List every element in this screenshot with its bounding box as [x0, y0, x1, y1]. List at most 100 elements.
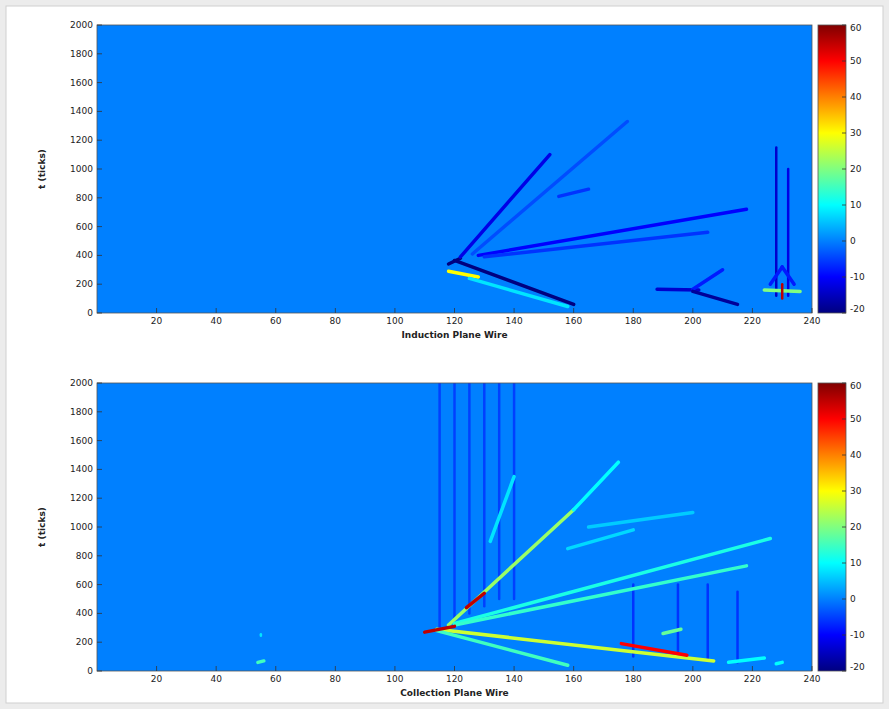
- colorbar-tick-label: 10: [850, 200, 862, 210]
- y-tick: [97, 584, 102, 585]
- track: [782, 267, 794, 284]
- colorbar-tick: [842, 313, 846, 314]
- track: [260, 634, 263, 635]
- track: [559, 189, 589, 196]
- x-tick: [692, 666, 693, 671]
- x-tick-label: 200: [684, 674, 701, 684]
- track: [425, 626, 455, 632]
- y-tick-label: 600: [76, 222, 93, 232]
- colorbar-tick-label: -10: [850, 630, 865, 640]
- x-tick-label: 220: [744, 316, 761, 326]
- colorbar-tick: [842, 383, 846, 384]
- y-tick-label: 1800: [70, 407, 93, 417]
- y-tick-label: 1000: [70, 522, 93, 532]
- colorbar-tick: [842, 419, 846, 420]
- track: [437, 631, 568, 666]
- y-tick-label: 0: [87, 308, 93, 318]
- colorbar-tick-label: 60: [850, 23, 862, 33]
- colorbar-tick: [842, 169, 846, 170]
- y-tick-label: 600: [76, 580, 93, 590]
- track: [693, 291, 738, 304]
- y-tick: [97, 111, 102, 112]
- track: [776, 662, 782, 663]
- figure: 2040608010012014016018020022024002004006…: [0, 0, 889, 709]
- x-tick: [514, 666, 515, 671]
- y-tick: [97, 53, 102, 54]
- x-tick-label: 240: [803, 316, 820, 326]
- x-tick: [156, 666, 157, 671]
- colorbar-tick: [842, 635, 846, 636]
- track: [770, 267, 782, 284]
- x-tick-label: 180: [625, 316, 642, 326]
- track: [468, 383, 471, 613]
- panel: 2040608010012014016018020022024002004006…: [37, 378, 865, 698]
- x-tick-label: 60: [270, 316, 282, 326]
- y-tick: [97, 226, 102, 227]
- track: [663, 629, 681, 633]
- track: [736, 592, 739, 663]
- x-tick-label: 20: [151, 316, 163, 326]
- panel: 2040608010012014016018020022024002004006…: [37, 20, 865, 340]
- x-tick: [216, 308, 217, 313]
- y-tick-label: 400: [76, 250, 93, 260]
- y-tick: [97, 25, 102, 26]
- y-tick-label: 1800: [70, 49, 93, 59]
- track: [455, 260, 574, 304]
- track: [466, 593, 484, 607]
- y-tick-label: 400: [76, 608, 93, 618]
- track: [490, 477, 514, 542]
- colorbar-tick: [842, 61, 846, 62]
- track: [483, 383, 486, 606]
- background-cells: [97, 25, 812, 313]
- y-tick-label: 1200: [70, 493, 93, 503]
- x-tick: [692, 308, 693, 313]
- x-tick-label: 160: [565, 674, 582, 684]
- x-tick: [216, 666, 217, 671]
- colorbar-tick-label: 0: [850, 236, 856, 246]
- track: [781, 284, 784, 298]
- y-tick-label: 800: [76, 551, 93, 561]
- y-axis-title: t (ticks): [37, 149, 47, 189]
- colorbar-tick: [842, 455, 846, 456]
- track: [498, 383, 501, 599]
- colorbar-tick-label: 10: [850, 558, 862, 568]
- y-tick: [97, 527, 102, 528]
- y-tick: [97, 642, 102, 643]
- x-tick: [752, 666, 753, 671]
- y-tick: [97, 169, 102, 170]
- track: [706, 585, 709, 660]
- track: [437, 629, 714, 661]
- y-tick: [97, 613, 102, 614]
- colorbar-tick-label: 20: [850, 164, 862, 174]
- y-tick: [97, 498, 102, 499]
- track: [677, 585, 680, 657]
- y-tick: [97, 671, 102, 672]
- x-tick: [812, 666, 813, 671]
- track: [469, 278, 567, 306]
- x-tick-label: 80: [330, 674, 342, 684]
- y-tick: [97, 555, 102, 556]
- y-tick-label: 800: [76, 193, 93, 203]
- x-tick: [275, 666, 276, 671]
- y-tick: [97, 469, 102, 470]
- y-tick: [97, 383, 102, 384]
- colorbar-tick-label: 20: [850, 522, 862, 532]
- colorbar-tick-label: 0: [850, 594, 856, 604]
- x-tick: [275, 308, 276, 313]
- x-tick: [394, 666, 395, 671]
- background-cells: [97, 383, 812, 671]
- y-tick: [97, 255, 102, 256]
- x-tick-label: 80: [330, 316, 342, 326]
- colorbar-tick: [842, 25, 846, 26]
- colorbar-tick-label: 30: [850, 128, 862, 138]
- x-tick-label: 120: [446, 674, 463, 684]
- x-tick: [335, 666, 336, 671]
- colorbar: [818, 383, 846, 671]
- x-tick: [156, 308, 157, 313]
- x-tick-label: 40: [210, 674, 222, 684]
- colorbar-tick-label: -10: [850, 272, 865, 282]
- x-tick-label: 20: [151, 674, 163, 684]
- x-tick-label: 140: [505, 674, 522, 684]
- colorbar-tick: [842, 205, 846, 206]
- x-axis-title: Induction Plane Wire: [401, 330, 507, 340]
